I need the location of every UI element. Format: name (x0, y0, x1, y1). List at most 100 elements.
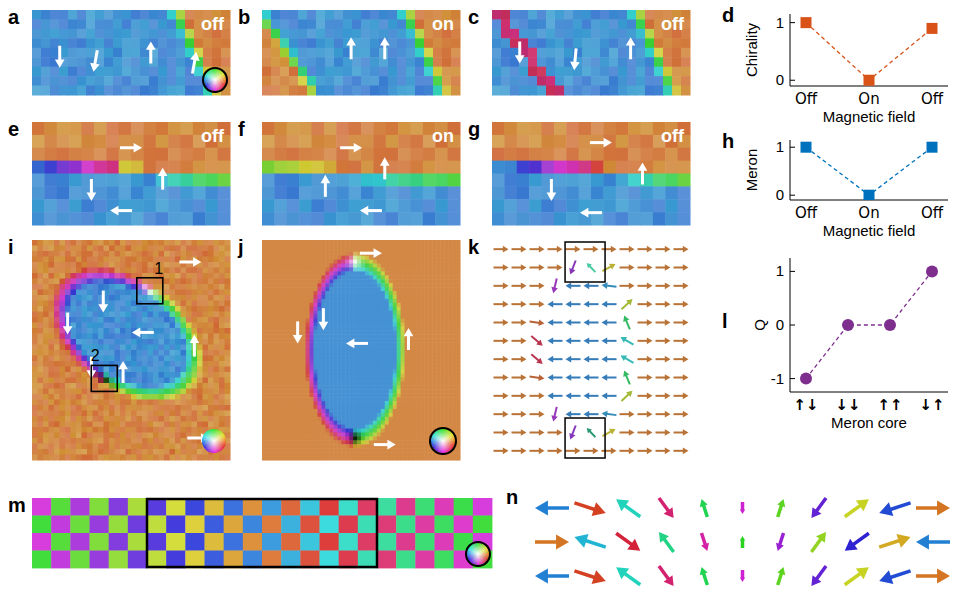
pixel (60, 317, 66, 323)
pixel (149, 86, 159, 96)
pixel (203, 306, 209, 312)
pixel (193, 186, 206, 199)
pixel (164, 372, 170, 378)
pixel (126, 317, 132, 323)
pixel (591, 48, 601, 58)
pixel (681, 48, 691, 58)
pixel (68, 38, 78, 48)
pixel (181, 279, 187, 285)
pixel (43, 334, 49, 340)
pixel (57, 186, 70, 199)
pixel (609, 19, 619, 29)
pixel (542, 148, 555, 161)
pixel (71, 317, 77, 323)
pixel (93, 268, 99, 274)
pixel (87, 328, 93, 334)
pixel (203, 295, 209, 301)
panel-letter: a (8, 6, 20, 28)
pixel (411, 186, 424, 199)
pixel (104, 38, 114, 48)
pixel (379, 86, 389, 96)
pixel (542, 161, 555, 174)
pixel (411, 212, 424, 225)
pixel (221, 48, 231, 58)
pixel (361, 29, 371, 39)
pixel (510, 86, 520, 96)
pixel (43, 317, 49, 323)
pixel (104, 29, 114, 39)
pixel (93, 312, 99, 318)
pixel (153, 367, 159, 373)
pixel (175, 334, 181, 340)
pixel (50, 48, 60, 58)
pixel (262, 199, 275, 212)
pixel (672, 86, 682, 96)
pixel (148, 317, 154, 323)
pixel (60, 273, 66, 279)
pixel (564, 76, 574, 86)
pixel (618, 48, 628, 58)
pixel (262, 148, 275, 161)
pixel (119, 212, 132, 225)
pixel (60, 372, 66, 378)
pixel (186, 246, 192, 252)
pixel (82, 361, 88, 367)
pixel (208, 295, 214, 301)
pixel (148, 262, 154, 268)
pixel (60, 279, 66, 285)
pixel (208, 339, 214, 345)
panel-letter: f (238, 118, 245, 140)
pixel (214, 372, 220, 378)
pixel (203, 251, 209, 257)
pixel (636, 10, 646, 20)
pixel (143, 186, 156, 199)
pixel (555, 10, 565, 20)
pixel (274, 174, 287, 187)
pixel (618, 19, 628, 29)
pixel (591, 10, 601, 20)
pixel (289, 86, 299, 96)
pixel (225, 279, 231, 285)
pixel (398, 161, 411, 174)
pixel (386, 186, 399, 199)
pixel (665, 186, 678, 199)
pixel (324, 122, 337, 135)
pixel (219, 262, 225, 268)
pixel (76, 257, 82, 263)
pixel (186, 284, 192, 290)
pixel (645, 48, 655, 58)
pixel (76, 279, 82, 285)
pixel (208, 240, 214, 246)
pixel (54, 262, 60, 268)
pixel (104, 10, 114, 20)
pixel (424, 38, 434, 48)
pixel (591, 161, 604, 174)
pixel (176, 76, 186, 86)
pixel (573, 38, 583, 48)
pixel (219, 323, 225, 329)
pixel (192, 306, 198, 312)
pixel (501, 57, 511, 67)
pixel (43, 372, 49, 378)
pixel (126, 339, 132, 345)
pixel (137, 246, 143, 252)
field-state: off (201, 126, 225, 146)
arrow-shaft (575, 48, 576, 63)
pixel (159, 367, 165, 373)
pixel (208, 378, 214, 384)
pixel (566, 148, 579, 161)
pixel (591, 148, 604, 161)
pixel (298, 29, 308, 39)
pixel (388, 57, 398, 67)
pixel (43, 345, 49, 351)
pixel (76, 284, 82, 290)
panel-a: off (32, 10, 231, 96)
pixel (126, 301, 132, 307)
pixel (43, 356, 49, 362)
pixel (636, 76, 646, 86)
pixel (616, 161, 629, 174)
pixel (406, 38, 416, 48)
pixel (636, 38, 646, 48)
pixel (386, 174, 399, 187)
pixel (76, 306, 82, 312)
